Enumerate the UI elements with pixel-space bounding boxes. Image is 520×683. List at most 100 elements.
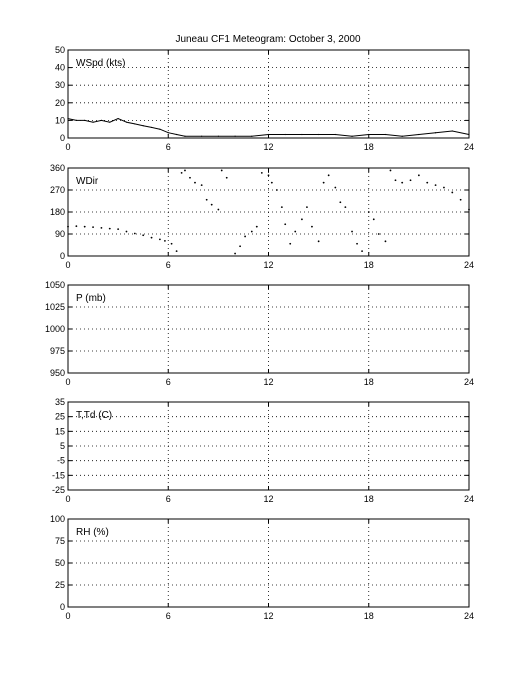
data-point-wdir [205, 198, 208, 201]
y-tick-label-wspd: 20 [55, 98, 65, 108]
data-point-wdir [158, 238, 161, 241]
y-tick-label-pres: 975 [50, 346, 65, 356]
x-tick-label-wdir: 24 [464, 260, 474, 270]
data-point-wdir [409, 179, 412, 182]
x-tick-label-temp: 6 [166, 494, 171, 504]
y-tick-label-rh: 50 [55, 558, 65, 568]
data-point-wspd [217, 135, 219, 137]
data-point-wspd [418, 133, 420, 136]
x-tick-label-wdir: 18 [364, 260, 374, 270]
panel-label-wdir: WDir [76, 176, 99, 187]
x-tick-label-wspd: 12 [263, 142, 273, 152]
data-point-wspd [109, 121, 111, 123]
x-tick-label-pres: 0 [65, 377, 70, 387]
data-point-wspd [267, 133, 270, 136]
data-point-wdir [294, 230, 297, 233]
data-point-wspd [117, 118, 119, 120]
x-tick-label-pres: 6 [166, 377, 171, 387]
data-point-wdir [306, 206, 308, 209]
y-tick-label-temp: 35 [55, 397, 65, 407]
panel-label-wspd: WSpd (kts) [76, 58, 125, 69]
data-point-wdir [180, 171, 183, 174]
data-point-wdir [184, 169, 186, 172]
x-tick-label-rh: 24 [464, 611, 474, 621]
data-point-wspd [142, 125, 144, 127]
x-tick-label-wspd: 18 [364, 142, 374, 152]
data-point-wspd [384, 133, 387, 136]
data-point-wspd [301, 133, 303, 136]
x-tick-label-wspd: 24 [464, 142, 474, 152]
data-point-wdir [150, 236, 153, 239]
y-tick-label-wdir: 270 [50, 185, 65, 195]
y-tick-label-wspd: 50 [55, 45, 65, 55]
data-point-wspd [318, 133, 320, 136]
x-tick-label-rh: 6 [166, 611, 171, 621]
y-tick-label-wdir: 360 [50, 163, 65, 173]
data-point-wdir [117, 228, 120, 231]
y-tick-label-wdir: 90 [55, 229, 65, 239]
y-tick-label-pres: 950 [50, 368, 65, 378]
data-point-wdir [255, 225, 258, 228]
x-tick-label-pres: 18 [364, 377, 374, 387]
panel-label-pres: P (mb) [76, 293, 106, 304]
data-point-wdir [83, 225, 86, 228]
data-point-wdir [125, 230, 128, 233]
panel-wspd: 0 6 12 18 24 0 10 20 30 40 50 WSpd (kts) [55, 45, 474, 152]
data-point-wdir [189, 176, 191, 179]
y-tick-label-wspd: 0 [60, 133, 65, 143]
data-point-wspd [468, 133, 470, 136]
data-point-wdir [377, 233, 380, 235]
panel-temp: 0 6 12 18 24 -25 -15 -5 5 15 25 35 T,Td (C) [52, 397, 474, 504]
data-point-wdir [384, 240, 387, 243]
data-point-wdir [67, 225, 69, 228]
data-point-wspd [251, 135, 253, 137]
x-tick-label-wspd: 0 [65, 142, 70, 152]
data-point-wdir [194, 181, 196, 184]
data-point-wdir [356, 242, 358, 245]
data-point-wdir [289, 242, 292, 245]
panel-label-temp: T,Td (C) [76, 410, 112, 421]
data-point-wspd [201, 135, 203, 137]
y-tick-label-temp: -25 [52, 485, 65, 495]
data-point-wdir [75, 225, 78, 228]
data-point-wspd [334, 133, 336, 136]
y-tick-label-rh: 0 [60, 602, 65, 612]
data-point-wdir [434, 184, 437, 187]
data-point-wdir [322, 181, 325, 184]
data-point-wdir [225, 176, 228, 179]
data-point-wspd [176, 133, 178, 136]
data-point-wspd [284, 133, 286, 136]
data-point-wdir [361, 250, 363, 253]
data-point-wdir [389, 169, 392, 172]
data-point-wdir [108, 227, 111, 230]
data-point-wspd [159, 128, 161, 130]
data-point-wdir [367, 211, 370, 213]
y-tick-label-rh: 25 [55, 580, 65, 590]
y-tick-label-wspd: 40 [55, 63, 65, 73]
x-tick-label-wdir: 0 [65, 260, 70, 270]
y-tick-label-temp: -15 [52, 470, 65, 480]
data-point-wdir [311, 225, 313, 228]
x-tick-label-temp: 18 [364, 494, 374, 504]
y-tick-label-pres: 1025 [45, 302, 65, 312]
data-point-wdir [267, 174, 270, 177]
y-tick-label-wdir: 0 [60, 251, 65, 261]
data-point-wspd [351, 135, 353, 137]
data-point-wdir [327, 174, 330, 177]
data-point-wdir [426, 181, 429, 184]
data-point-wdir [417, 174, 420, 177]
data-point-wdir [451, 191, 454, 194]
data-point-wdir [275, 189, 278, 191]
series-line-wspd [67, 118, 470, 137]
data-point-wdir [334, 186, 337, 189]
y-tick-label-wdir: 180 [50, 207, 65, 217]
data-point-wdir [164, 239, 166, 242]
y-tick-label-wspd: 30 [55, 80, 65, 90]
panel-label-rh: RH (%) [76, 527, 109, 538]
data-point-wdir [459, 198, 462, 201]
data-point-wdir [210, 203, 213, 206]
data-point-wspd [451, 130, 453, 132]
x-tick-label-pres: 12 [263, 377, 273, 387]
